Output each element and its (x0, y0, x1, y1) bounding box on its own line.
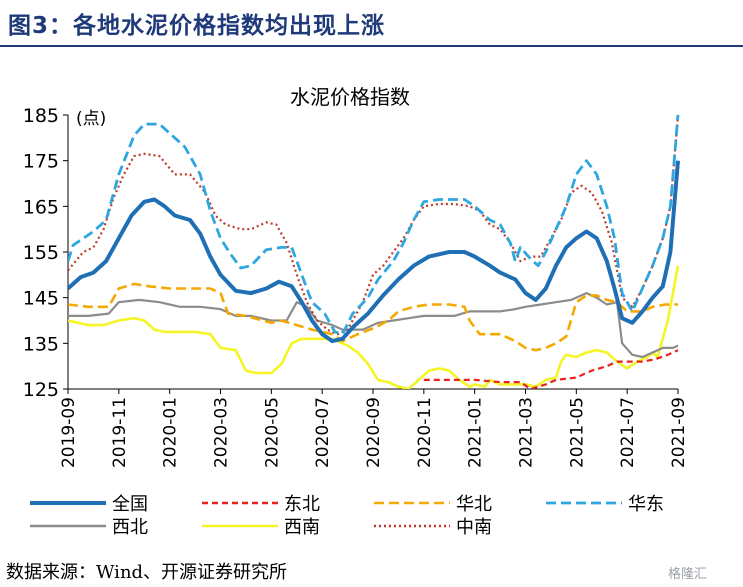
chart-title: 水泥价格指数 (290, 85, 410, 109)
legend-label: 华东 (628, 494, 664, 515)
legend-label: 东北 (284, 494, 320, 515)
series-line-西南 (68, 265, 680, 389)
figure-title: 图3：各地水泥价格指数均出现上涨 (8, 13, 386, 39)
legend-label: 全国 (112, 494, 148, 515)
x-tick-label: 2019-09 (59, 397, 79, 468)
legend-label: 西南 (284, 517, 320, 538)
x-tick-label: 2021-09 (669, 397, 689, 468)
x-tick-label: 2021-01 (466, 397, 486, 468)
cement-price-index-chart: 水泥价格指数 (点) 125 135 145 155 165 175 185 2019-09 2… (23, 85, 689, 538)
series-line-华北 (68, 282, 678, 352)
x-tick-label: 2021-03 (517, 397, 537, 468)
y-tick-label: 185 (23, 105, 59, 127)
x-tick-label: 2020-05 (262, 397, 282, 468)
series-line-全国 (68, 160, 680, 344)
y-tick-label: 165 (23, 196, 59, 218)
series-line-华东 (68, 114, 680, 336)
legend-label: 中南 (456, 517, 492, 538)
series-line-西北 (68, 292, 679, 359)
x-tick-label: 2020-07 (313, 397, 333, 468)
legend-label: 华北 (456, 494, 492, 515)
data-source: 数据来源：Wind、开源证券研究所 (6, 562, 288, 583)
legend-label: 西北 (112, 517, 148, 538)
x-tick-label: 2020-01 (161, 397, 181, 468)
x-tick-label: 2019-11 (110, 397, 130, 468)
y-tick-label: 125 (23, 379, 59, 401)
y-tick-label: 155 (23, 242, 59, 264)
x-tick-label: 2021-05 (567, 397, 587, 468)
x-tick-label: 2020-03 (212, 397, 232, 468)
x-tick-label: 2020-09 (364, 397, 384, 468)
y-tick-label: 145 (23, 288, 59, 310)
x-tick-label: 2020-11 (415, 397, 435, 468)
x-tick-label: 2021-07 (618, 397, 638, 468)
y-axis-unit-label: (点) (76, 109, 106, 129)
y-tick-label: 135 (23, 333, 59, 355)
watermark: 格隆汇 (668, 567, 708, 582)
y-tick-label: 175 (23, 151, 59, 173)
series-line-中南 (68, 114, 680, 336)
title-rule (0, 45, 743, 47)
